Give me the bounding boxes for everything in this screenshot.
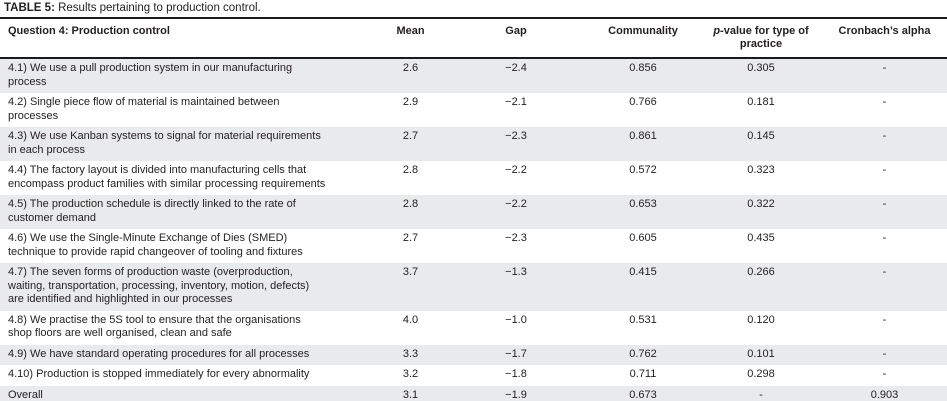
cell-mean: 2.7 (402, 232, 419, 244)
cell-question: 4.6) We use the Single-Minute Exchange o… (8, 232, 303, 258)
cell-p-value: 0.266 (747, 266, 775, 278)
cell-question: 4.5) The production schedule is directly… (8, 198, 296, 224)
table-row: 4.6) We use the Single-Minute Exchange o… (0, 229, 947, 263)
cell-p-value: 0.145 (747, 130, 775, 142)
cell-question: 4.2) Single piece flow of material is ma… (8, 96, 280, 122)
cell-cronbach: - (882, 266, 887, 278)
cell-cronbach: - (882, 96, 887, 108)
table-row: 4.5) The production schedule is directly… (0, 195, 947, 229)
table-caption: TABLE 5: Results pertaining to productio… (0, 0, 947, 17)
cell-communality: 0.861 (629, 130, 657, 142)
results-table: Question 4: Production control Mean Gap … (0, 17, 947, 401)
cell-communality: 0.856 (629, 62, 657, 74)
cell-question: 4.7) The seven forms of production waste… (8, 266, 310, 305)
cell-gap: −2.2 (505, 198, 527, 210)
cell-question: 4.8) We practise the 5S tool to ensure t… (8, 313, 301, 340)
cell-communality: 0.766 (629, 96, 657, 108)
table-row: 4.3) We use Kanban systems to signal for… (0, 127, 947, 161)
table-caption-label: TABLE 5: (4, 2, 55, 14)
column-header-p-value: p-value for type of practice (700, 18, 822, 59)
cell-communality: 0.653 (629, 198, 657, 210)
column-header-communality: Communality (586, 18, 700, 59)
cell-p-value: 0.120 (747, 313, 775, 326)
cell-p-value: 0.181 (747, 96, 775, 108)
cell-gap: −1.8 (505, 368, 527, 380)
cell-cronbach: - (882, 130, 887, 142)
p-value-italic-p: p (713, 25, 721, 37)
cell-cronbach: - (882, 198, 887, 210)
cell-communality: 0.605 (629, 232, 657, 244)
cell-communality: 0.572 (629, 164, 657, 176)
cell-cronbach: - (882, 313, 887, 326)
table-row: 4.10) Production is stopped immediately … (0, 365, 947, 386)
cell-gap: −2.3 (505, 232, 527, 244)
column-header-gap: Gap (446, 18, 586, 59)
cell-question: 4.1) We use a pull production system in … (8, 62, 293, 88)
p-value-rest: -value for type of practice (720, 25, 809, 50)
cell-question: 4.10) Production is stopped immediately … (8, 368, 310, 380)
cell-cronbach: - (882, 164, 887, 176)
cell-mean: 3.3 (402, 347, 419, 360)
cell-question: Overall (8, 388, 43, 401)
cell-p-value: 0.305 (747, 62, 775, 74)
cell-gap: −1.9 (505, 388, 527, 401)
cell-p-value: 0.323 (747, 164, 775, 176)
cell-p-value: 0.101 (747, 347, 775, 360)
cell-mean: 2.8 (402, 164, 419, 176)
column-header-mean: Mean (375, 18, 446, 59)
cell-cronbach: - (882, 347, 887, 360)
cell-gap: −2.4 (505, 62, 527, 74)
cell-question: 4.9) We have standard operating procedur… (8, 347, 310, 360)
cell-mean: 2.7 (402, 130, 419, 142)
cell-gap: −2.3 (505, 130, 527, 142)
cell-mean: 2.8 (402, 198, 419, 210)
cell-p-value: - (759, 388, 763, 401)
cell-question: 4.4) The factory layout is divided into … (8, 164, 326, 190)
cell-communality: 0.673 (629, 388, 657, 401)
cell-gap: −2.2 (505, 164, 527, 176)
table-row: 4.7) The seven forms of production waste… (0, 263, 947, 311)
cell-cronbach: - (882, 368, 887, 380)
cell-cronbach: - (882, 62, 887, 74)
cell-mean: 3.1 (402, 388, 419, 401)
cell-mean: 2.9 (402, 96, 419, 108)
cell-gap: −1.7 (505, 347, 527, 360)
table-row: 4.1) We use a pull production system in … (0, 58, 947, 93)
table-row: 4.4) The factory layout is divided into … (0, 161, 947, 195)
cell-mean: 4.0 (402, 313, 419, 326)
cell-mean: 2.6 (402, 62, 419, 74)
cell-mean: 3.2 (402, 368, 419, 380)
header-row: Question 4: Production control Mean Gap … (0, 18, 947, 59)
cell-gap: −1.0 (505, 313, 527, 326)
cell-p-value: 0.435 (747, 232, 775, 244)
cell-communality: 0.415 (629, 266, 657, 278)
cell-mean: 3.7 (402, 266, 419, 278)
cell-question: 4.3) We use Kanban systems to signal for… (8, 130, 321, 156)
cell-communality: 0.531 (629, 313, 657, 326)
table-row: 4.2) Single piece flow of material is ma… (0, 93, 947, 127)
table-row-overall: Overall 3.1 −1.9 0.673 - 0.903 (0, 385, 947, 401)
column-header-cronbach-alpha: Cronbach’s alpha (822, 18, 947, 59)
table-row: 4.8) We practise the 5S tool to ensure t… (0, 311, 947, 345)
cell-p-value: 0.298 (747, 368, 775, 380)
cell-cronbach: 0.903 (870, 388, 899, 401)
cell-gap: −1.3 (505, 266, 527, 278)
cell-gap: −2.1 (505, 96, 527, 108)
table-caption-text: Results pertaining to production control… (54, 2, 261, 14)
cell-communality: 0.762 (629, 347, 657, 360)
cell-p-value: 0.322 (747, 198, 775, 210)
table-row: 4.9) We have standard operating procedur… (0, 344, 947, 365)
column-header-question: Question 4: Production control (0, 18, 375, 59)
cell-cronbach: - (882, 232, 887, 244)
cell-communality: 0.711 (629, 368, 657, 380)
